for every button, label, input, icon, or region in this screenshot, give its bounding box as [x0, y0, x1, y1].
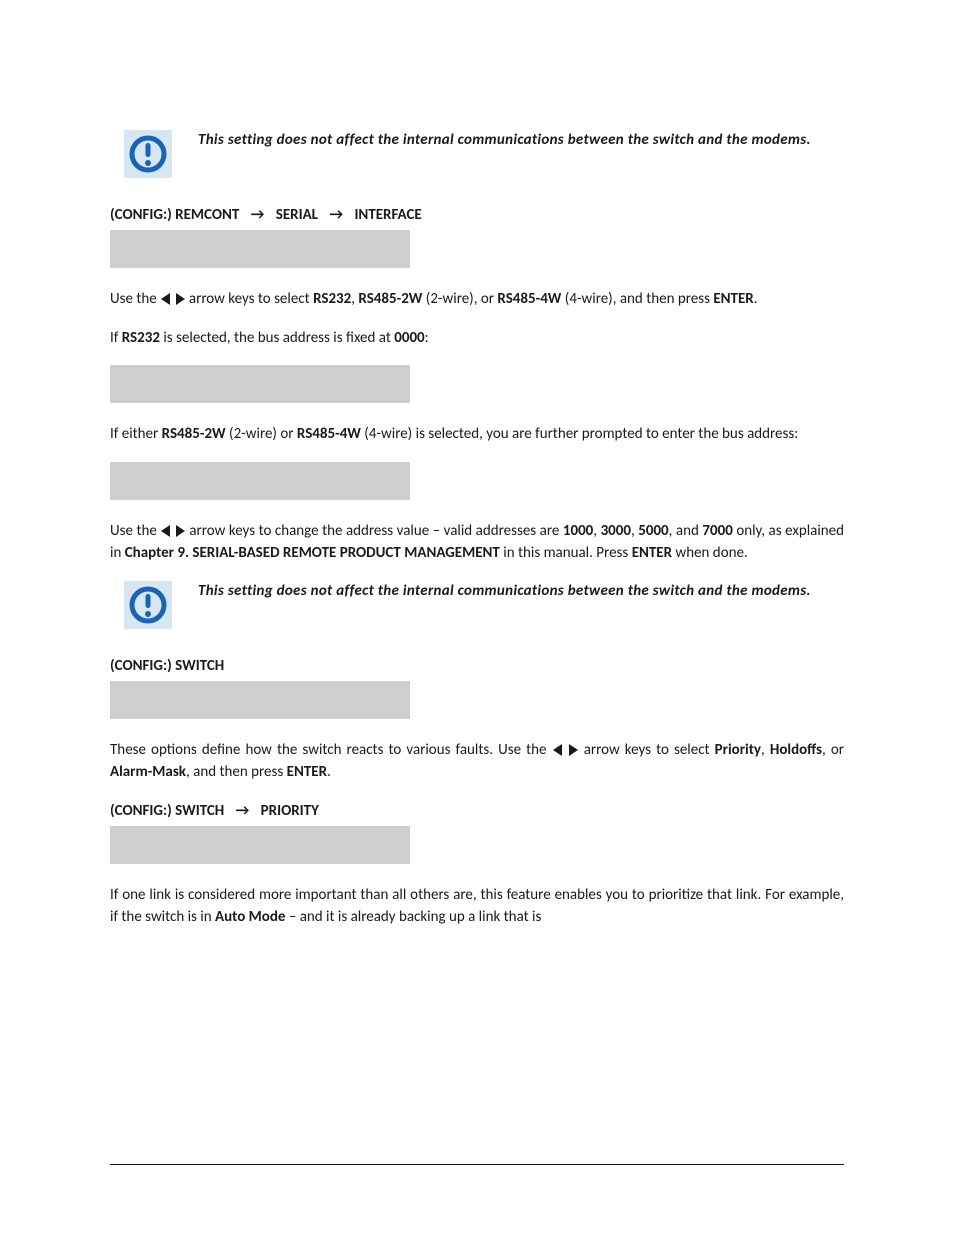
triangle-right-icon [176, 525, 185, 537]
text: arrow keys to change the address value –… [186, 522, 563, 540]
redacted-display-bar [110, 681, 410, 719]
key-enter: ENTER [632, 544, 672, 562]
triangle-right-icon [176, 293, 185, 305]
option-rs485-4w: RS485-4W [497, 290, 561, 308]
redacted-display-bar [110, 365, 410, 403]
text: If either [110, 425, 162, 443]
option-priority: Priority [715, 741, 761, 759]
text: . [754, 290, 758, 308]
triangle-left-icon [553, 744, 562, 756]
addr-7000: 7000 [702, 522, 732, 540]
text: : [425, 329, 429, 347]
paragraph-rs232-fixed: If RS232 is selected, the bus address is… [110, 327, 844, 350]
text-bold: RS485-4W [297, 425, 361, 443]
heading3-suffix: PRIORITY [261, 802, 319, 820]
document-page: This setting does not affect the interna… [0, 0, 954, 1235]
addr-1000: 1000 [563, 522, 593, 540]
paragraph-priority-description: If one link is considered more important… [110, 884, 844, 929]
option-holdoffs: Holdoffs [770, 741, 822, 759]
text: If [110, 329, 122, 347]
section-heading-switch-priority: (CONFIG:) SWITCH → PRIORITY [110, 802, 844, 820]
paragraph-rs485-prompt: If either RS485-2W (2-wire) or RS485-4W … [110, 423, 844, 446]
note-block-2: This setting does not affect the interna… [110, 581, 844, 629]
note-block-1: This setting does not affect the interna… [110, 130, 844, 178]
heading3-prefix: (CONFIG:) SWITCH [110, 802, 224, 820]
alert-icon [124, 581, 172, 629]
heading1-prefix: (CONFIG:) REMCONT [110, 206, 239, 224]
arrow-right-icon: → [251, 206, 265, 224]
footer-divider [110, 1164, 844, 1165]
text: Use the [110, 290, 160, 308]
text: . [327, 763, 331, 781]
note-text-1: This setting does not affect the interna… [198, 130, 844, 152]
text: in this manual. Press [500, 544, 632, 562]
text: , and [669, 522, 703, 540]
option-rs232: RS232 [313, 290, 351, 308]
text-bold: RS485-2W [162, 425, 226, 443]
option-alarm-mask: Alarm-Mask [110, 763, 186, 781]
triangle-left-icon [161, 525, 170, 537]
text: arrow keys to select [186, 290, 314, 308]
chapter-reference: Chapter 9. SERIAL-BASED REMOTE PRODUCT M… [125, 544, 500, 562]
alert-icon [124, 130, 172, 178]
paragraph-switch-options: These options define how the switch reac… [110, 739, 844, 784]
text: – and it is already backing up a link th… [285, 908, 541, 926]
triangle-right-icon [569, 744, 578, 756]
key-enter: ENTER [287, 763, 327, 781]
section-heading-switch: (CONFIG:) SWITCH [110, 657, 844, 675]
text: (2-wire) or [226, 425, 297, 443]
text: Use the [110, 522, 160, 540]
option-rs485-2w: RS485-2W [358, 290, 422, 308]
paragraph-change-address: Use the arrow keys to change the address… [110, 520, 844, 565]
key-enter: ENTER [713, 290, 753, 308]
text: , [593, 522, 600, 540]
note-text-2: This setting does not affect the interna… [198, 581, 844, 603]
heading1-mid: SERIAL [276, 206, 318, 224]
text: when done. [672, 544, 748, 562]
text: , [761, 741, 770, 759]
text-bold: 0000 [394, 329, 424, 347]
section-heading-remcont-serial-interface: (CONFIG:) REMCONT → SERIAL → INTERFACE [110, 206, 844, 224]
arrow-right-icon: → [329, 206, 343, 224]
text: arrow keys to select [579, 741, 715, 759]
paragraph-select-interface: Use the arrow keys to select RS232, RS48… [110, 288, 844, 311]
text: (4-wire) is selected, you are further pr… [361, 425, 798, 443]
redacted-display-bar [110, 462, 410, 500]
text: , or [822, 741, 844, 759]
text: (4-wire), and then press [561, 290, 713, 308]
triangle-left-icon [161, 293, 170, 305]
text: These options define how the switch reac… [110, 741, 552, 759]
redacted-display-bar [110, 826, 410, 864]
addr-3000: 3000 [601, 522, 631, 540]
mode-auto: Auto Mode [215, 908, 285, 926]
heading2-text: (CONFIG:) SWITCH [110, 657, 224, 675]
arrow-right-icon: → [236, 802, 250, 820]
addr-5000: 5000 [638, 522, 668, 540]
redacted-display-bar [110, 230, 410, 268]
text: , and then press [186, 763, 287, 781]
text-bold: RS232 [122, 329, 160, 347]
text: is selected, the bus address is fixed at [160, 329, 394, 347]
heading1-suffix: INTERFACE [354, 206, 421, 224]
text: (2-wire), or [422, 290, 497, 308]
